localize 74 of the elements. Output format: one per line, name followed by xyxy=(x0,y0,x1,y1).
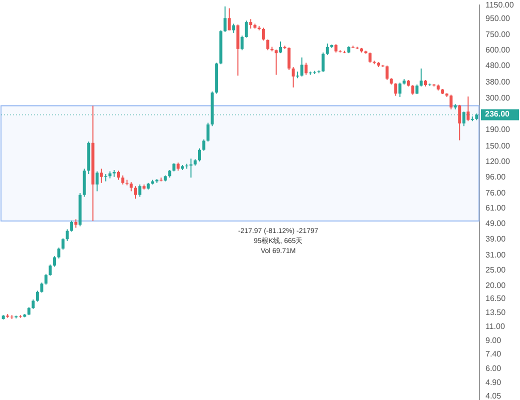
candlestick xyxy=(232,23,236,34)
y-tick-label: 1150.00 xyxy=(486,0,514,10)
candlestick xyxy=(411,84,414,96)
y-tick-label: 120.00 xyxy=(486,156,511,166)
candlestick xyxy=(66,228,69,242)
candlestick xyxy=(40,282,44,294)
candlestick xyxy=(386,65,389,80)
y-tick-label: 480.00 xyxy=(486,61,511,70)
y-tick-label: 6.00 xyxy=(486,364,502,374)
candlestick xyxy=(304,62,308,76)
candlestick xyxy=(368,52,372,64)
y-tick-label: 13.50 xyxy=(486,308,506,318)
candlestick xyxy=(249,18,252,30)
y-tick-label: 9.00 xyxy=(486,336,502,346)
y-tick-label: 150.00 xyxy=(486,142,511,151)
candlestick xyxy=(279,41,282,54)
y-tick-label: 7.40 xyxy=(486,350,502,359)
candlestick xyxy=(116,170,120,180)
candlestick xyxy=(104,174,108,182)
candlestick xyxy=(322,52,325,72)
candlestick xyxy=(458,104,462,141)
y-tick-label: 4.05 xyxy=(486,391,502,400)
candlestick xyxy=(36,290,39,302)
candlestick xyxy=(228,8,231,31)
candlestick xyxy=(420,68,423,87)
y-tick-label: 300.00 xyxy=(486,94,511,103)
candlestick xyxy=(32,298,35,310)
candlestick xyxy=(240,35,244,51)
y-tick-label: 31.00 xyxy=(486,250,506,260)
candlestick xyxy=(236,24,240,76)
candlestick xyxy=(450,94,453,110)
y-tick-label: 76.00 xyxy=(486,188,506,198)
y-tick-label: 190.00 xyxy=(486,125,511,134)
candlestick xyxy=(224,6,227,33)
y-tick-label: 950.00 xyxy=(486,14,511,23)
y-tick-label: 380.00 xyxy=(486,77,511,86)
candlestick xyxy=(18,314,22,318)
candlestick xyxy=(266,39,270,51)
candlestick xyxy=(206,122,210,142)
candlestick xyxy=(53,256,56,268)
candlestick xyxy=(57,247,60,259)
candlestick xyxy=(130,182,133,192)
candlestick xyxy=(394,82,398,96)
candlestick xyxy=(398,82,402,98)
candlestick xyxy=(244,20,248,38)
y-tick-label: 750.00 xyxy=(486,30,511,40)
candlestick xyxy=(326,43,329,56)
y-tick-label: 49.00 xyxy=(486,218,506,228)
y-tick-label: 25.00 xyxy=(486,265,506,274)
y-tick-label: 20.00 xyxy=(486,280,506,290)
candlestick xyxy=(288,46,291,71)
candlestick xyxy=(262,27,265,42)
candlestick xyxy=(70,220,74,232)
candlestick xyxy=(462,111,466,127)
candlestick xyxy=(100,168,103,184)
candlestick xyxy=(466,96,470,122)
candlestick xyxy=(138,184,142,198)
candlestick xyxy=(415,84,418,95)
y-tick-label: 11.00 xyxy=(486,322,506,332)
candlestick xyxy=(44,273,48,286)
y-tick-label: 96.00 xyxy=(486,172,506,182)
candlestick xyxy=(134,186,138,200)
candlestick xyxy=(300,56,304,77)
ref-line-label: 236.00 xyxy=(485,110,510,119)
y-tick-label: 4.90 xyxy=(486,378,502,388)
y-tick-label: 16.50 xyxy=(486,294,506,304)
y-tick-label: 39.00 xyxy=(486,234,506,244)
y-tick-label: 600.00 xyxy=(486,46,511,55)
candlestick xyxy=(62,238,65,250)
candlestick xyxy=(292,66,295,88)
candlestick xyxy=(96,170,99,192)
candlestick xyxy=(121,174,124,185)
candlestick xyxy=(198,148,201,162)
y-tick-label: 61.00 xyxy=(486,204,506,213)
